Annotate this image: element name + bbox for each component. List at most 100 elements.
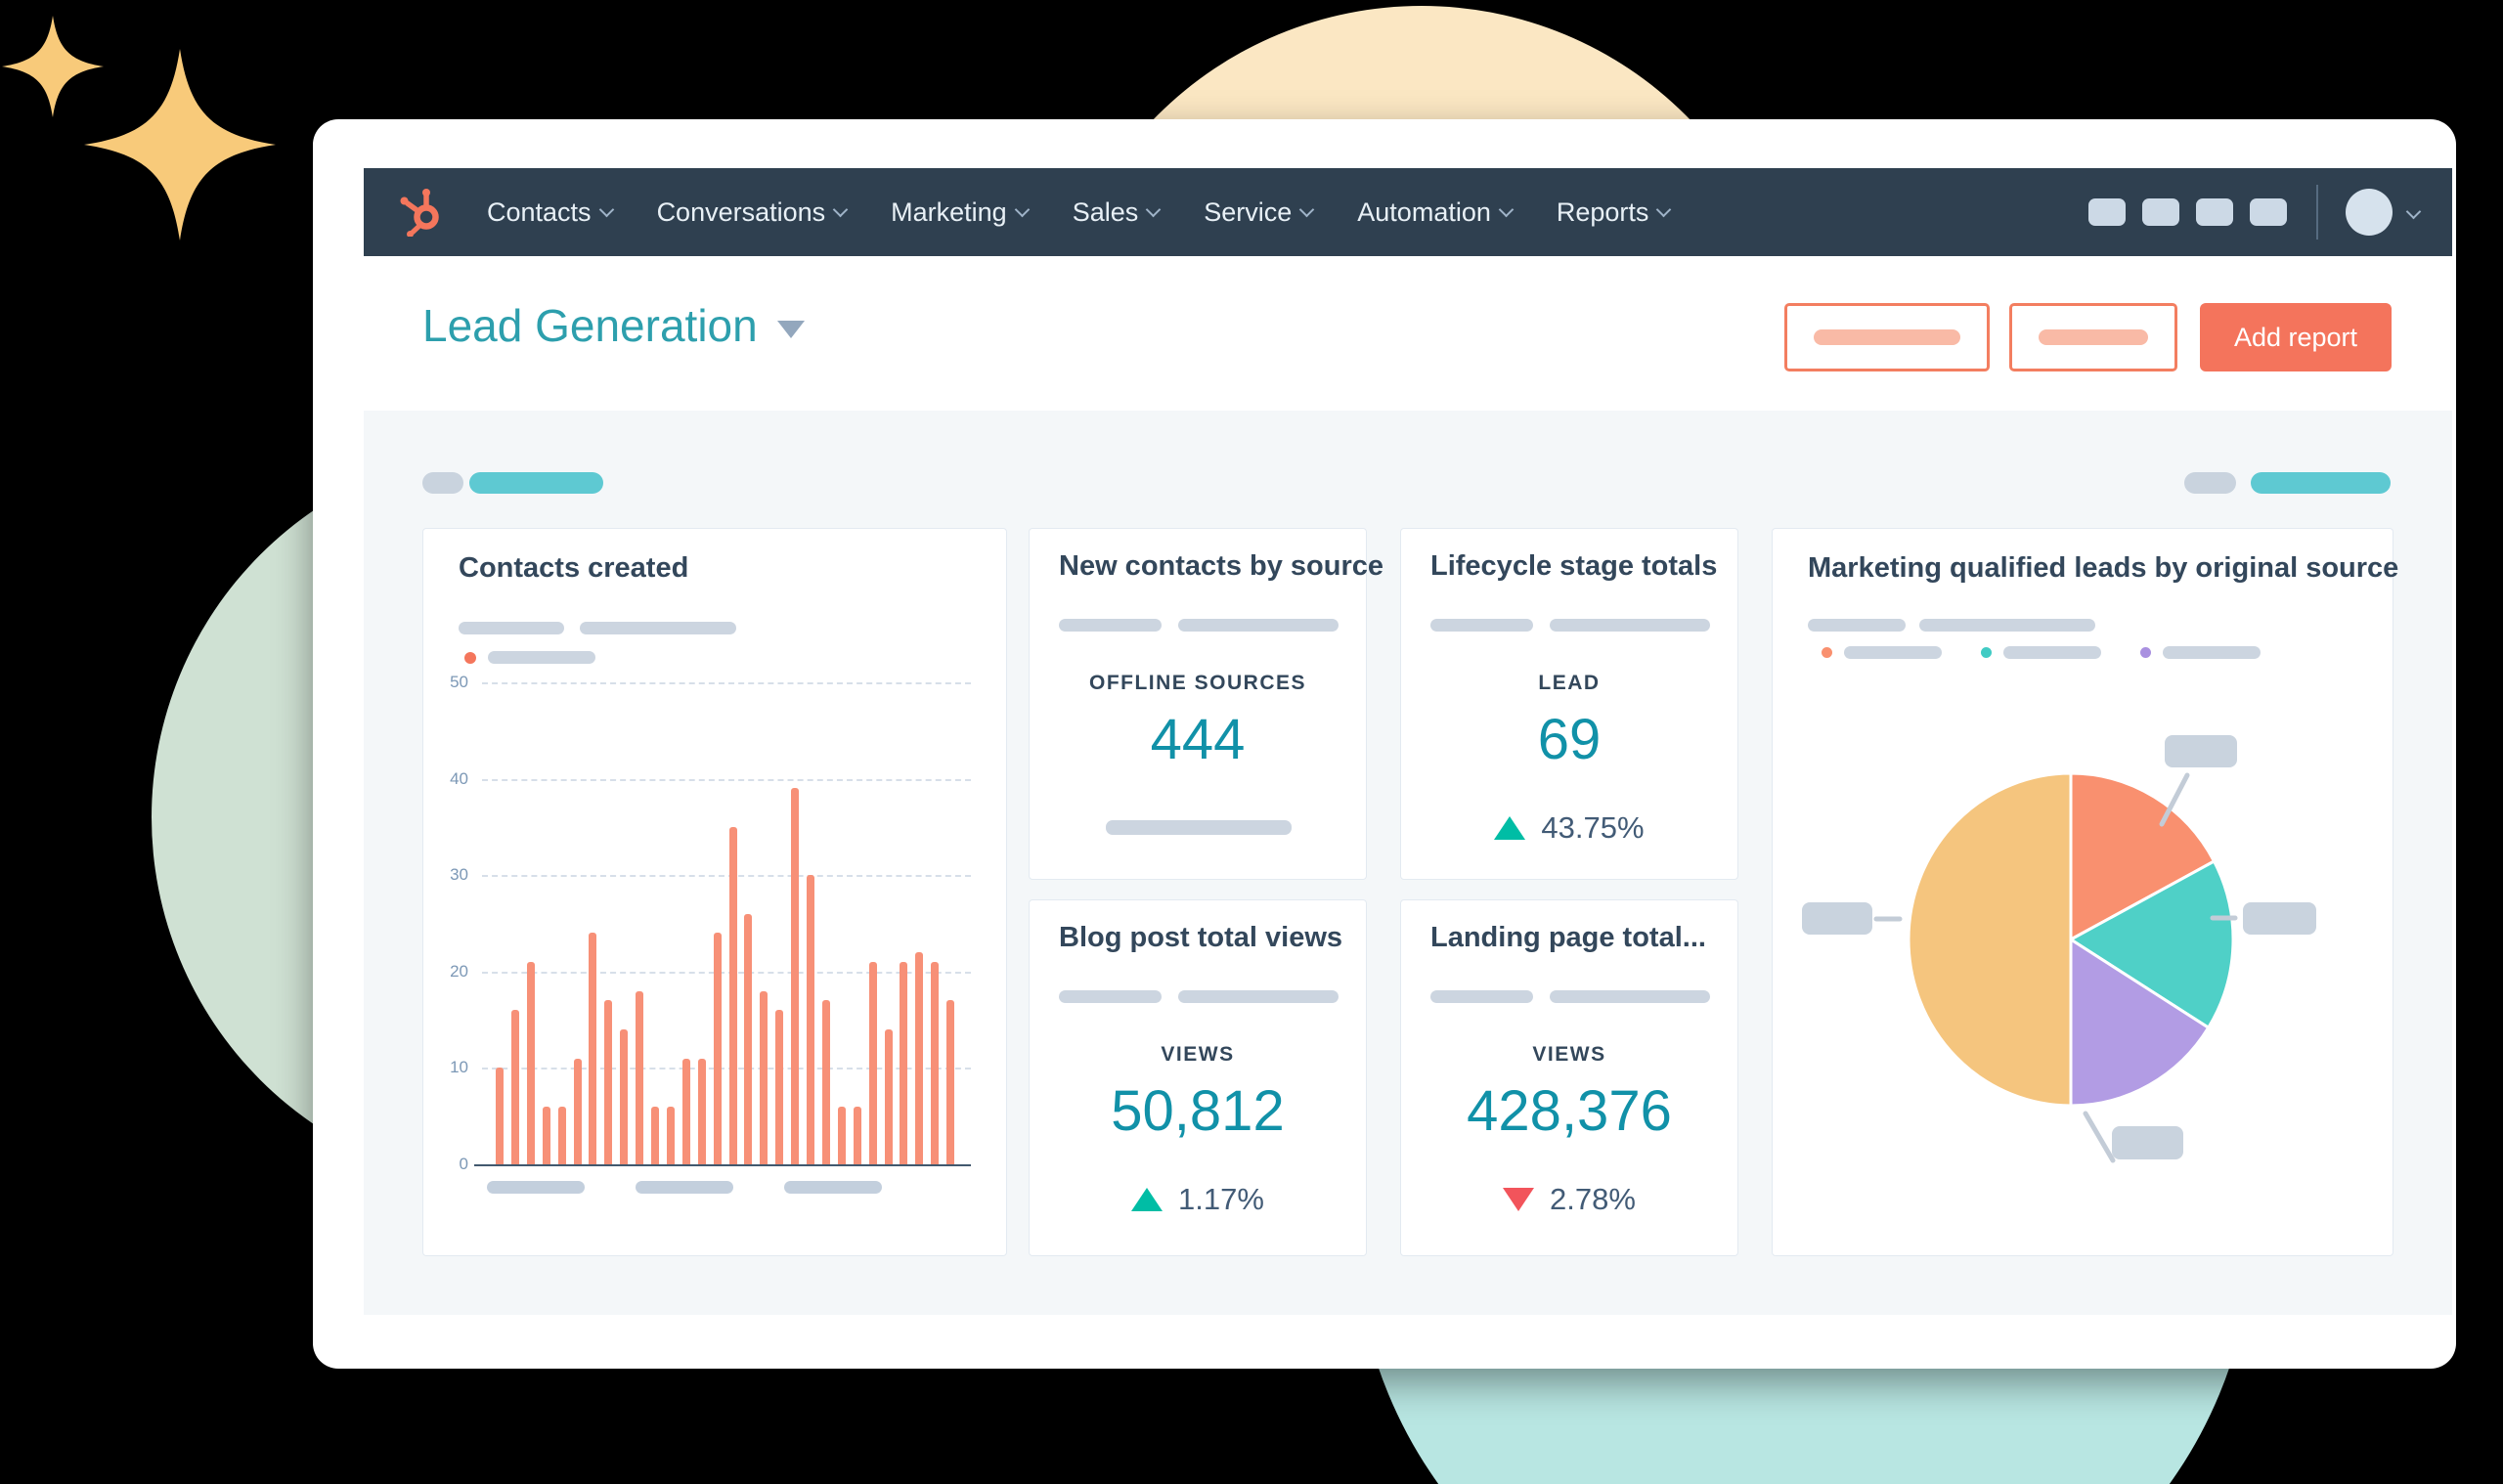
chevron-down-icon xyxy=(1299,201,1315,217)
pie-legend-item xyxy=(1981,646,2101,659)
y-tick-label: 50 xyxy=(450,673,468,691)
bar xyxy=(557,1106,566,1164)
nav-icon-placeholder-3[interactable] xyxy=(2196,198,2233,226)
y-tick-label: 10 xyxy=(450,1058,468,1077)
subtitle-placeholder xyxy=(1919,619,2095,632)
nav-icon-placeholder-4[interactable] xyxy=(2250,198,2287,226)
nav-icon-placeholder-1[interactable] xyxy=(2088,198,2126,226)
metric-label: OFFLINE SOURCES xyxy=(1088,672,1306,694)
nav-item-service[interactable]: Service xyxy=(1204,197,1315,228)
callout-label-placeholder-right xyxy=(2243,902,2316,935)
nav-item-sales[interactable]: Sales xyxy=(1073,197,1162,228)
bar xyxy=(931,961,940,1164)
bar xyxy=(681,1058,690,1164)
pie-legend xyxy=(1822,646,2261,659)
footer-placeholder xyxy=(1106,820,1292,835)
bar xyxy=(620,1028,629,1164)
bar xyxy=(713,933,722,1164)
subtitle-placeholder xyxy=(459,622,564,634)
filter-button-placeholder-2[interactable] xyxy=(2009,303,2177,371)
subtitle-placeholder xyxy=(1808,619,1906,632)
nav-icon-placeholder-2[interactable] xyxy=(2142,198,2179,226)
callout-label-placeholder-left xyxy=(1802,902,1872,935)
user-avatar[interactable] xyxy=(2346,189,2393,236)
delta-row: 2.78% xyxy=(1401,1182,1737,1217)
filter-button-placeholder-1[interactable] xyxy=(1784,303,1990,371)
subtitle-placeholder xyxy=(1178,619,1339,632)
x-axis-label-placeholder xyxy=(487,1181,585,1194)
metric-label: VIEWS xyxy=(1161,1043,1235,1066)
dashboard-header: Lead Generation Add report xyxy=(364,256,2452,411)
hubspot-logo[interactable] xyxy=(397,188,446,237)
legend-label-placeholder xyxy=(2003,646,2101,659)
card-title: Landing page total... xyxy=(1430,922,1706,953)
trend-up-icon xyxy=(1494,816,1526,840)
legend-label-placeholder xyxy=(2163,646,2261,659)
metric-value: 428,376 xyxy=(1467,1079,1672,1143)
nav-item-conversations[interactable]: Conversations xyxy=(657,197,849,228)
card-lifecycle-stage-totals: Lifecycle stage totals LEAD 69 43.75% xyxy=(1400,528,1738,880)
delta-row: 1.17% xyxy=(1030,1182,1366,1217)
gridline-40 xyxy=(482,778,971,781)
chevron-down-icon xyxy=(1014,201,1030,217)
card-title: Blog post total views xyxy=(1059,922,1343,953)
bar xyxy=(728,826,737,1164)
subtitle-placeholder xyxy=(580,622,736,634)
dashboard-title-dropdown[interactable]: Lead Generation xyxy=(422,299,805,352)
slice-teal xyxy=(2069,859,2235,1029)
card-mql-by-original-source: Marketing qualified leads by original so… xyxy=(1772,528,2398,1256)
pie-chart xyxy=(1802,735,2316,1163)
gridline-0 xyxy=(474,1164,971,1166)
gridline-30 xyxy=(482,875,971,878)
nav-item-reports[interactable]: Reports xyxy=(1556,196,1672,228)
chip-placeholder-gray-left xyxy=(422,472,463,494)
card-contacts-created: Contacts created 0 10 20 30 40 50 xyxy=(422,528,1007,1256)
nav-item-marketing[interactable]: Marketing xyxy=(891,197,1030,228)
chevron-down-icon xyxy=(1656,201,1672,217)
bar xyxy=(807,875,814,1164)
button-label-placeholder xyxy=(1814,329,1960,345)
bar xyxy=(573,1058,582,1164)
card-new-contacts-by-source: New contacts by source OFFLINE SOURCES 4… xyxy=(1029,528,1383,880)
page-title: Lead Generation xyxy=(422,300,758,351)
sparkle-small-icon xyxy=(2,16,104,117)
add-report-button[interactable]: Add report xyxy=(2200,303,2392,371)
subtitle-placeholder xyxy=(1059,990,1162,1003)
card-title: Lifecycle stage totals xyxy=(1430,550,1718,582)
subtitle-placeholder xyxy=(1059,619,1162,632)
slice-orange xyxy=(1907,771,2073,1108)
bar xyxy=(821,1000,830,1164)
gridline-50 xyxy=(482,682,971,684)
nav-item-label: Reports xyxy=(1556,196,1649,227)
callout-line-bottom xyxy=(2083,1111,2116,1163)
subtitle-placeholder xyxy=(1550,990,1710,1003)
metric-value: 50,812 xyxy=(1111,1079,1285,1143)
chevron-down-icon xyxy=(1498,201,1515,217)
callout-label-placeholder-top xyxy=(2165,735,2237,767)
avatar-chevron-down-icon[interactable] xyxy=(2405,203,2422,219)
bar xyxy=(853,1106,861,1164)
subtitle-placeholder xyxy=(1178,990,1339,1003)
navbar-right xyxy=(2072,185,2422,240)
bar xyxy=(837,1106,846,1164)
bar xyxy=(791,788,800,1164)
slice-coral xyxy=(2069,771,2216,941)
legend-dot xyxy=(2140,647,2151,658)
sparkle-large-icon xyxy=(84,49,276,240)
nav-item-contacts[interactable]: Contacts xyxy=(487,197,614,228)
top-navbar: Contacts Conversations Marketing Sales Servi… xyxy=(364,168,2452,256)
bar xyxy=(496,1068,504,1164)
chip-placeholder-teal-left xyxy=(469,472,603,494)
bar xyxy=(510,1010,519,1164)
app-window: Contacts Conversations Marketing Sales Servi… xyxy=(313,119,2456,1369)
bar xyxy=(900,961,908,1164)
bar xyxy=(666,1106,675,1164)
nav-item-automation[interactable]: Automation xyxy=(1357,197,1515,228)
bar xyxy=(884,1028,893,1164)
bar xyxy=(526,961,535,1164)
bar-chart: 0 10 20 30 40 50 xyxy=(450,673,971,1173)
x-axis-label-placeholder xyxy=(636,1181,733,1194)
delta-value: 43.75% xyxy=(1541,810,1645,845)
chip-placeholder-gray-right xyxy=(2184,472,2236,494)
